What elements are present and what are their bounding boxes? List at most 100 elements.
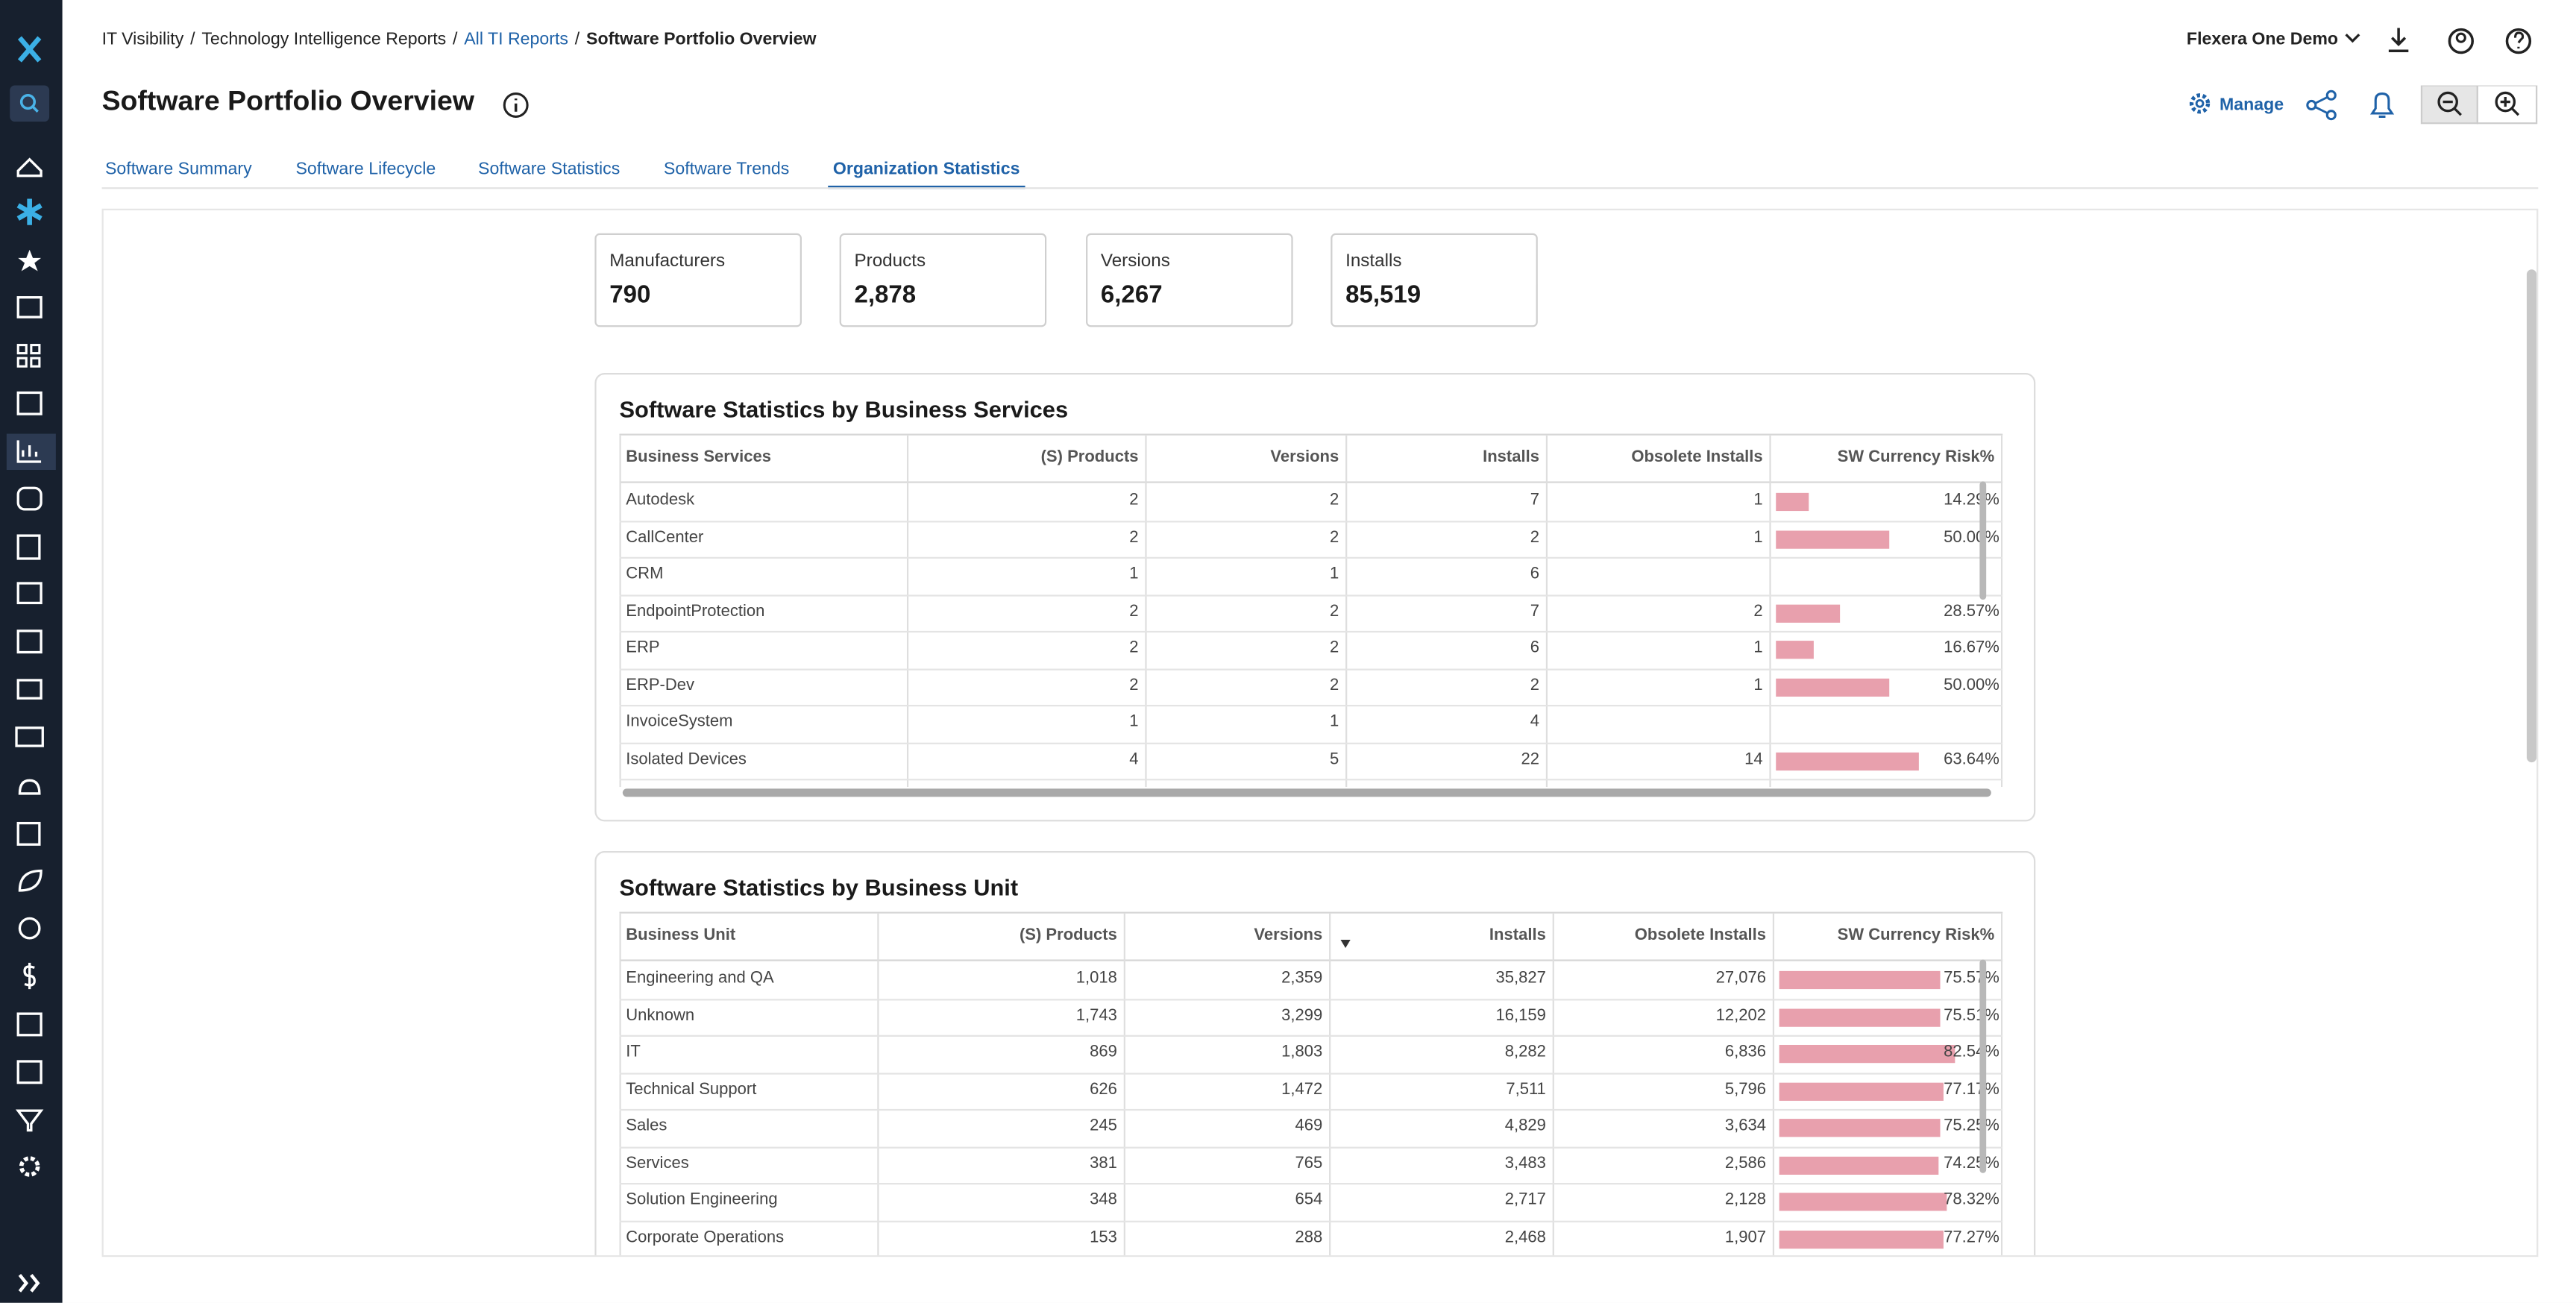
horizontal-scrollbar[interactable] (623, 788, 1991, 797)
table-cell: 654 (1124, 1183, 1329, 1220)
table-cell: 2 (1345, 668, 1546, 705)
table-cell: 8,282 (1329, 1035, 1553, 1073)
sort-indicator[interactable] (1340, 940, 1350, 948)
table-cell: 5 (1145, 742, 1345, 779)
kpi-value: 6,267 (1101, 281, 1163, 309)
table-cell: 50.00% (1769, 520, 2001, 557)
account-name[interactable]: Flexera One Demo (2187, 30, 2338, 49)
table-cell: Isolated Devices (619, 742, 906, 779)
header-icons[interactable] (2382, 25, 2546, 57)
kpi-value: 2,878 (854, 281, 916, 309)
table-cell: 1,803 (1124, 1035, 1329, 1073)
tab[interactable]: Organization Statistics (828, 160, 1025, 189)
table-cell: 74.25% (1773, 1146, 2001, 1183)
tab[interactable]: Software Statistics (478, 160, 620, 186)
table-cell: 14.29% (1769, 483, 2001, 521)
report-panel: Manufacturers790Products2,878Versions6,2… (102, 209, 2539, 1257)
panel-scrollbar[interactable] (2527, 269, 2536, 762)
table-cell: 7 (1345, 594, 1546, 631)
table-cell: 1 (1546, 668, 1770, 705)
tab-divider (102, 187, 2539, 189)
table-cell: 2 (1145, 668, 1345, 705)
table-cell: 1 (907, 705, 1145, 742)
table-cell: Sales (619, 1109, 877, 1146)
table-cell: 2,586 (1553, 1146, 1773, 1183)
table-cell: 381 (877, 1146, 1123, 1183)
table-cell: EndpointProtection (619, 594, 906, 631)
table-cell: Technical Support (619, 1072, 877, 1109)
account-menu[interactable]: Flexera One Demo (2187, 30, 2361, 49)
column-header[interactable]: (S) Products (877, 914, 1123, 960)
kpi-label: Versions (1101, 251, 1170, 271)
table-cell: CallCenter (619, 520, 906, 557)
tab[interactable]: Software Trends (664, 160, 789, 186)
column-header[interactable]: Obsolete Installs (1553, 914, 1773, 960)
breadcrumb-separator: / (575, 30, 579, 53)
column-header[interactable]: Obsolete Installs (1546, 436, 1770, 482)
column-line (2001, 914, 2002, 1257)
column-line (2001, 436, 2002, 787)
column-header[interactable]: Versions (1145, 436, 1345, 482)
kpi-label: Manufacturers (609, 251, 725, 271)
table-card: Software Statistics by Business Unit Busi… (594, 851, 2035, 1257)
breadcrumb-separator: / (453, 30, 457, 53)
toolbar-icons[interactable] (2300, 86, 2543, 125)
column-header[interactable]: SW Currency Risk% (1773, 914, 2001, 960)
column-header[interactable]: Business Services (619, 436, 906, 482)
table-cell: 77.17% (1773, 1072, 2001, 1109)
tab[interactable]: Software Lifecycle (296, 160, 436, 186)
tab-bar: Software Summary Software Lifecycle Softwa… (0, 156, 2576, 189)
table-cell: InvoiceSystem (619, 705, 906, 742)
breadcrumb-item: Technology Intelligence Reports (201, 30, 446, 53)
table-cell: 2 (1145, 483, 1345, 521)
table-cell: 7 (1345, 483, 1546, 521)
table-cell (1546, 557, 1770, 594)
column-header[interactable]: Business Unit (619, 914, 877, 960)
manage-button[interactable]: Manage (2188, 92, 2284, 115)
table-cell: 2 (1546, 594, 1770, 631)
info-icon[interactable] (501, 90, 531, 120)
breadcrumb-item: IT Visibility (102, 30, 184, 53)
table-cell: 7,511 (1329, 1072, 1553, 1109)
column-header[interactable]: (S) Products (907, 436, 1145, 482)
table-cell: 2,359 (1124, 961, 1329, 999)
tab[interactable]: Software Summary (105, 160, 252, 186)
column-header[interactable]: Versions (1124, 914, 1329, 960)
table-cell: 5,796 (1553, 1072, 1773, 1109)
column-header[interactable]: Installs (1345, 436, 1546, 482)
kpi-label: Installs (1345, 251, 1401, 271)
table-cell: 2 (1345, 520, 1546, 557)
table-cell: 2,128 (1553, 1183, 1773, 1220)
table-title: Software Statistics by Business Unit (619, 874, 1018, 900)
breadcrumb-item: Software Portfolio Overview (586, 30, 816, 53)
table-cell: Engineering and QA (619, 961, 877, 999)
vertical-scrollbar[interactable] (1979, 481, 1986, 600)
kpi-card: Versions 6,267 (1086, 233, 1293, 327)
table-cell: 6 (1345, 631, 1546, 668)
table-cell: 1 (907, 557, 1145, 594)
kpi-value: 790 (609, 281, 650, 309)
vertical-scrollbar[interactable] (1979, 959, 1986, 1172)
table-cell: 765 (1124, 1146, 1329, 1183)
table-cell: 6,836 (1553, 1035, 1773, 1073)
table-cell: 27,076 (1553, 961, 1773, 999)
table-cell: 245 (877, 1109, 1123, 1146)
table-cell (1769, 705, 2001, 742)
table-cell: 77.27% (1773, 1220, 2001, 1258)
table-cell: 469 (1124, 1109, 1329, 1146)
table-cell: 22 (1345, 742, 1546, 779)
table-cell: 75.25% (1773, 1109, 2001, 1146)
column-header[interactable]: Installs (1329, 914, 1553, 960)
table-cell: CRM (619, 557, 906, 594)
table-cell: 2 (1145, 520, 1345, 557)
column-header[interactable]: SW Currency Risk% (1769, 436, 2001, 482)
table-cell: 4,829 (1329, 1109, 1553, 1146)
breadcrumb-item[interactable]: All TI Reports (464, 30, 568, 53)
manage-label[interactable]: Manage (2220, 95, 2284, 115)
table-cell: 2,468 (1329, 1220, 1553, 1258)
table-cell: Unknown (619, 998, 877, 1035)
table-cell: 2 (907, 668, 1145, 705)
